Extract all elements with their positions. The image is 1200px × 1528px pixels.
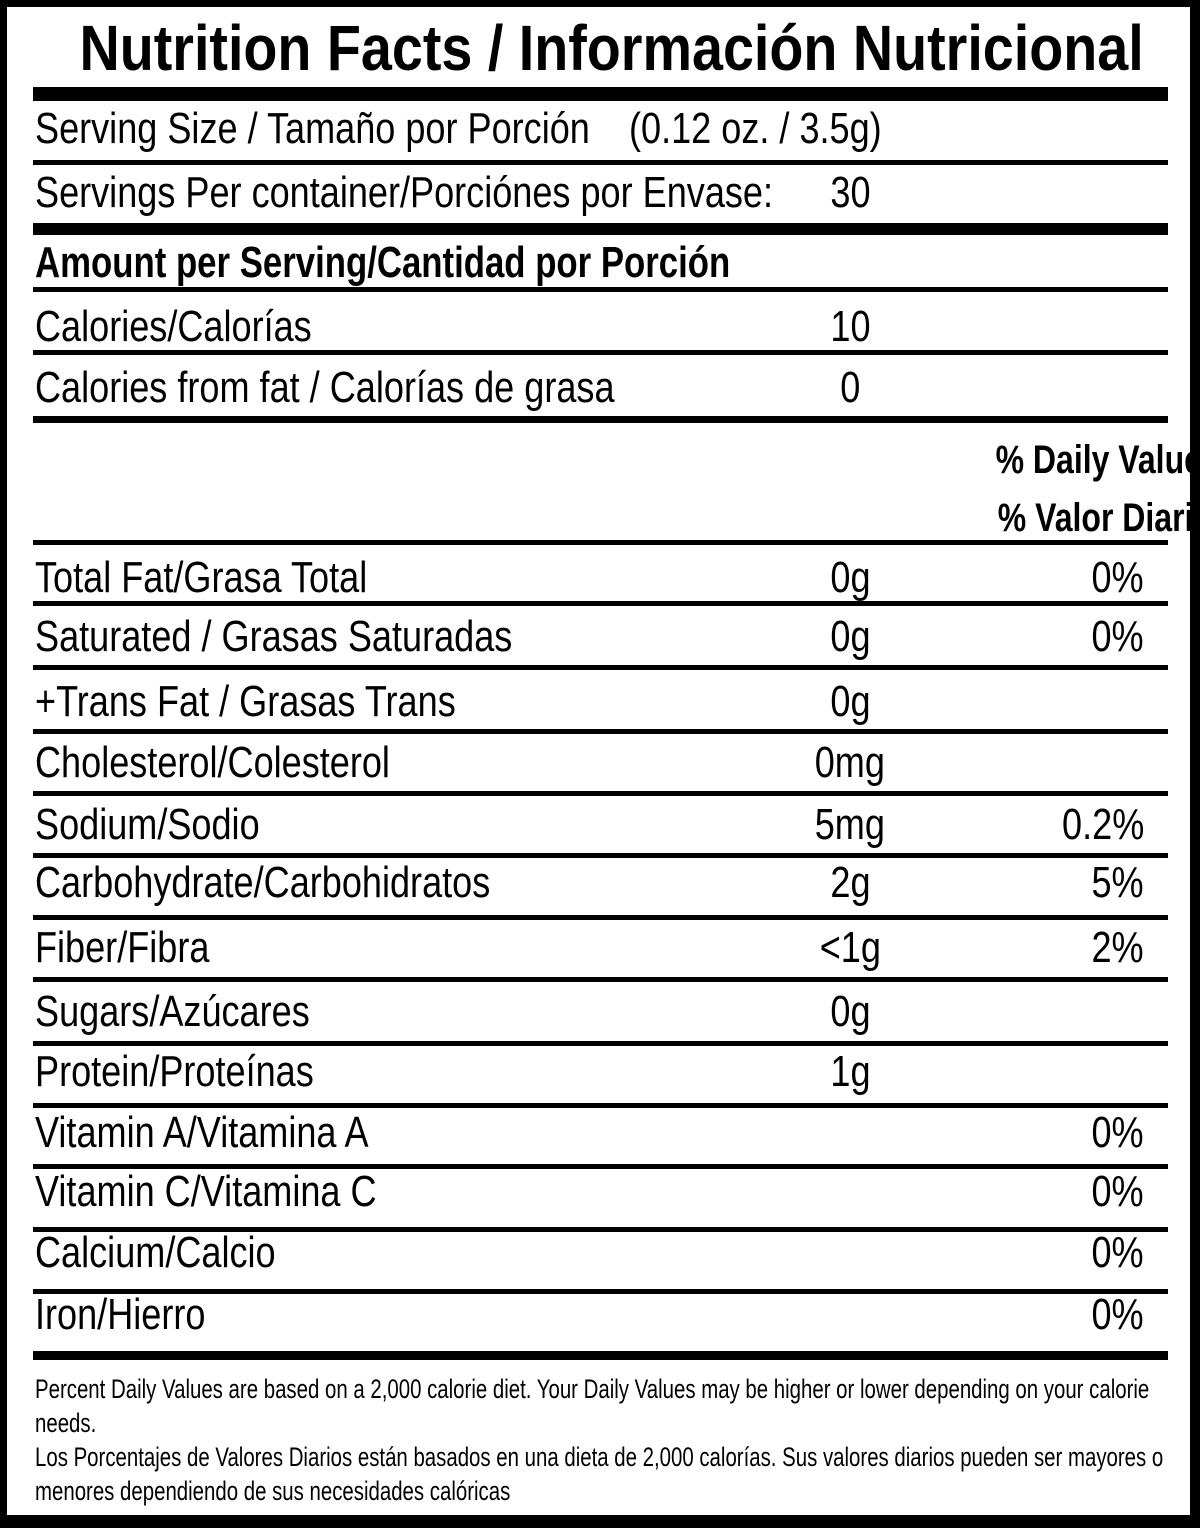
divider bbox=[33, 853, 1168, 858]
row-vitamin-c: Vitamin C/Vitamina C 0% bbox=[0, 1162, 1200, 1222]
row-servings-per-container: Servings Per container/Porciónes por Env… bbox=[0, 163, 1200, 223]
nutrient-label: Saturated / Grasas Saturadas bbox=[35, 612, 513, 661]
row-serving-size: Serving Size / Tamaño por Porción (0.12 … bbox=[0, 99, 1200, 159]
nutrient-percent: 0% bbox=[1091, 1228, 1144, 1277]
nutrient-label: Iron/Hierro bbox=[35, 1290, 206, 1339]
nutrient-amount: 0g bbox=[829, 553, 871, 602]
calories-label: Calories/Calorías bbox=[35, 302, 312, 351]
nutrient-amount: 0g bbox=[829, 612, 871, 661]
nutrient-percent: 0.2% bbox=[1061, 800, 1144, 849]
divider bbox=[33, 287, 1168, 292]
border-left bbox=[0, 0, 7, 1528]
divider bbox=[33, 540, 1168, 545]
divider bbox=[33, 1103, 1168, 1108]
row-carbohydrate: Carbohydrate/Carbohidratos 2g 5% bbox=[0, 853, 1200, 913]
row-daily-value-header-en: % Daily Value bbox=[0, 430, 1200, 490]
daily-value-header-en: % Daily Value bbox=[995, 438, 1200, 482]
nutrient-percent: 0% bbox=[1091, 1167, 1144, 1216]
nutrient-label: Sugars/Azúcares bbox=[35, 987, 310, 1036]
nutrient-amount: 0g bbox=[829, 987, 871, 1036]
nutrient-percent: 0% bbox=[1091, 1108, 1144, 1157]
calories-from-fat-label: Calories from fat / Calorías de grasa bbox=[35, 363, 615, 412]
nutrient-label: Fiber/Fibra bbox=[35, 923, 210, 972]
row-protein: Protein/Proteínas 1g bbox=[0, 1042, 1200, 1102]
serving-size-label: Serving Size / Tamaño por Porción bbox=[35, 104, 590, 153]
nutrient-label: Vitamin A/Vitamina A bbox=[35, 1108, 369, 1157]
nutrient-label: +Trans Fat / Grasas Trans bbox=[35, 677, 456, 726]
row-fiber: Fiber/Fibra <1g 2% bbox=[0, 918, 1200, 978]
divider bbox=[33, 350, 1168, 355]
nutrient-amount: 0mg bbox=[814, 738, 886, 787]
servings-per-container-value: 30 bbox=[829, 168, 871, 217]
thick-bar bbox=[33, 223, 1168, 235]
nutrient-label: Total Fat/Grasa Total bbox=[35, 553, 368, 602]
row-vitamin-a: Vitamin A/Vitamina A 0% bbox=[0, 1103, 1200, 1163]
nutrient-amount: 5mg bbox=[814, 800, 886, 849]
nutrient-label: Vitamin C/Vitamina C bbox=[35, 1167, 377, 1216]
divider bbox=[33, 665, 1168, 670]
row-trans-fat: +Trans Fat / Grasas Trans 0g bbox=[0, 672, 1200, 732]
footnote-en-text: Percent Daily Values are based on a 2,00… bbox=[35, 1374, 1150, 1438]
footnote-es: Los Porcentajes de Valores Diarios están… bbox=[35, 1440, 1200, 1508]
label-title-text: Nutrition Facts / Información Nutriciona… bbox=[79, 12, 1144, 84]
border-bottom bbox=[0, 1515, 1200, 1528]
nutrient-label: Sodium/Sodio bbox=[35, 800, 260, 849]
row-iron: Iron/Hierro 0% bbox=[0, 1285, 1200, 1345]
border-right bbox=[1190, 0, 1200, 1528]
nutrient-amount: 0g bbox=[829, 677, 871, 726]
calories-from-fat-value: 0 bbox=[839, 363, 861, 412]
nutrient-amount: 1g bbox=[829, 1047, 871, 1096]
row-saturated-fat: Saturated / Grasas Saturadas 0g 0% bbox=[0, 607, 1200, 667]
nutrient-amount: 2g bbox=[829, 858, 871, 907]
divider bbox=[33, 977, 1168, 982]
nutrient-percent: 5% bbox=[1091, 858, 1144, 907]
nutrient-percent: 0% bbox=[1091, 612, 1144, 661]
footnote-es-text: Los Porcentajes de Valores Diarios están… bbox=[35, 1442, 1164, 1506]
medium-bar bbox=[33, 416, 1168, 423]
row-amount-per-serving-header: Amount per Serving/Cantidad por Porción bbox=[0, 233, 1200, 293]
row-calories: Calories/Calorías 10 bbox=[0, 297, 1200, 357]
servings-per-container-label: Servings Per container/Porciónes por Env… bbox=[35, 168, 774, 217]
divider bbox=[33, 915, 1168, 920]
label-title: Nutrition Facts / Información Nutriciona… bbox=[0, 8, 1200, 88]
nutrient-label: Carbohydrate/Carbohidratos bbox=[35, 858, 491, 907]
amount-per-serving-header-text: Amount per Serving/Cantidad por Porción bbox=[35, 238, 731, 287]
row-calcium: Calcium/Calcio 0% bbox=[0, 1223, 1200, 1283]
footnote-en: Percent Daily Values are based on a 2,00… bbox=[35, 1372, 1200, 1440]
thick-bar-above-footnote bbox=[33, 1351, 1168, 1360]
nutrient-percent: 0% bbox=[1091, 553, 1144, 602]
divider bbox=[33, 1164, 1168, 1169]
nutrient-label: Calcium/Calcio bbox=[35, 1228, 276, 1277]
divider bbox=[33, 1227, 1168, 1232]
divider bbox=[33, 1289, 1168, 1294]
daily-value-header-es: % Valor Diario bbox=[997, 496, 1200, 540]
divider bbox=[33, 791, 1168, 796]
nutrient-amount: <1g bbox=[819, 923, 881, 972]
border-top bbox=[0, 0, 1200, 7]
row-calories-from-fat: Calories from fat / Calorías de grasa 0 bbox=[0, 358, 1200, 418]
divider bbox=[33, 601, 1168, 606]
divider bbox=[33, 160, 1168, 165]
thick-bar-under-title bbox=[33, 87, 1168, 101]
nutrient-percent: 2% bbox=[1091, 923, 1144, 972]
row-sodium: Sodium/Sodio 5mg 0.2% bbox=[0, 795, 1200, 855]
row-sugars: Sugars/Azúcares 0g bbox=[0, 982, 1200, 1042]
row-total-fat: Total Fat/Grasa Total 0g 0% bbox=[0, 548, 1200, 608]
nutrient-percent: 0% bbox=[1091, 1290, 1144, 1339]
row-cholesterol: Cholesterol/Colesterol 0mg bbox=[0, 733, 1200, 793]
calories-value: 10 bbox=[829, 302, 871, 351]
row-daily-value-header-es: % Valor Diario bbox=[0, 488, 1200, 548]
divider bbox=[33, 1041, 1168, 1046]
nutrient-label: Protein/Proteínas bbox=[35, 1047, 314, 1096]
divider bbox=[33, 729, 1168, 734]
serving-size-value: (0.12 oz. / 3.5g) bbox=[629, 104, 882, 153]
nutrient-label: Cholesterol/Colesterol bbox=[35, 738, 390, 787]
